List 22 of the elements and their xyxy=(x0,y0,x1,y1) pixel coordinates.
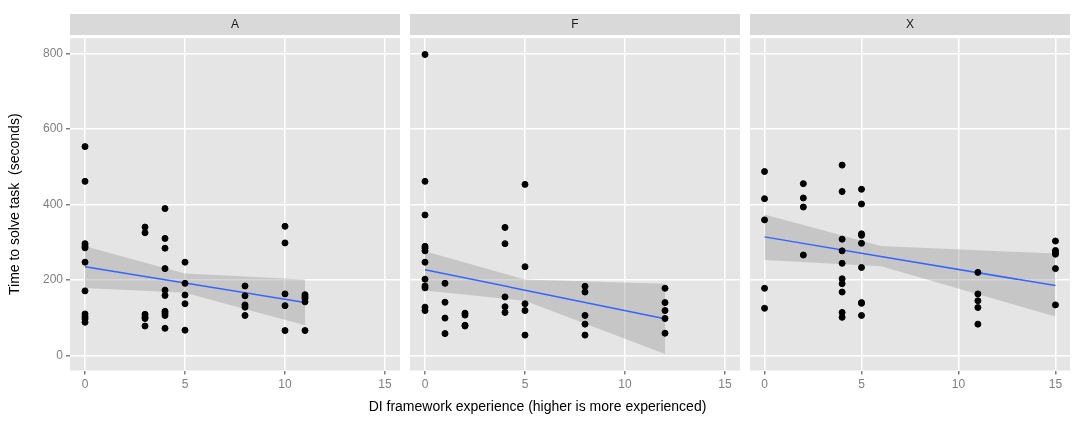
x-tick-label: 15 xyxy=(1048,377,1063,392)
x-tick-label: 10 xyxy=(278,377,292,392)
x-tick-label: 15 xyxy=(378,377,392,392)
x-tick-label: 5 xyxy=(858,377,866,392)
x-tick-label: 5 xyxy=(181,377,189,392)
chart-title: F xyxy=(410,14,740,35)
x-tick-label: 0 xyxy=(421,377,429,392)
chart-title: X xyxy=(750,14,1070,35)
y-axis-title: Time to solve task (seconds) xyxy=(6,113,22,296)
y-tick-label: 600 xyxy=(42,121,64,136)
x-axis-title: DI framework experience (higher is more experienced) xyxy=(367,398,708,414)
x-tick-label: 0 xyxy=(81,377,89,392)
x-tick-label: 0 xyxy=(761,377,769,392)
x-tick-label: 5 xyxy=(521,377,529,392)
y-tick-label: 0 xyxy=(56,347,64,362)
y-tick-label: 400 xyxy=(42,196,64,211)
y-tick-label: 200 xyxy=(42,272,64,287)
x-tick-label: 15 xyxy=(718,377,732,392)
x-tick-label: 10 xyxy=(951,377,966,392)
x-tick-label: 10 xyxy=(618,377,632,392)
chart-title: A xyxy=(70,14,400,35)
y-tick-label: 800 xyxy=(42,45,64,60)
